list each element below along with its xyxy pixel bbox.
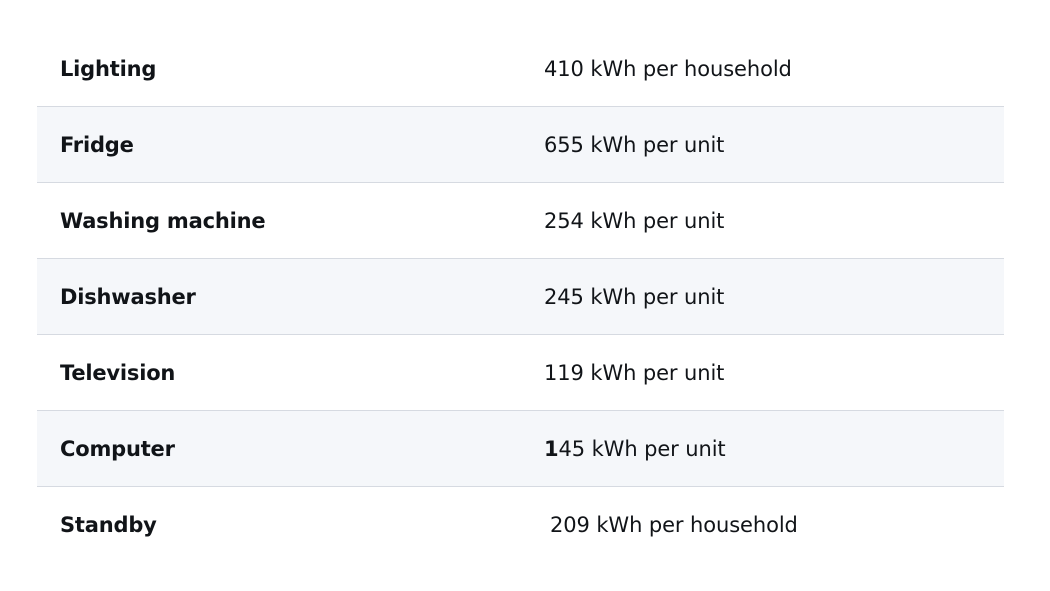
row-label-television: Television [60,360,176,385]
row-label-computer: Computer [60,436,175,461]
row-value-standby: 209 kWh per household [550,512,798,537]
table-row: Computer 145 kWh per unit [37,411,1004,487]
row-value-computer-bold-digit: 1 [544,436,559,461]
row-value-fridge: 655 kWh per unit [544,132,725,157]
row-value-television: 119 kWh per unit [544,360,725,385]
row-value-washing-machine: 254 kWh per unit [544,208,725,233]
table-row: Fridge 655 kWh per unit [37,107,1004,183]
table-row: Television 119 kWh per unit [37,335,1004,411]
table-row: Lighting 410 kWh per household [37,31,1004,107]
row-label-fridge: Fridge [60,132,134,157]
table-row: Dishwasher 245 kWh per unit [37,259,1004,335]
row-label-lighting: Lighting [60,56,157,81]
row-value-dishwasher: 245 kWh per unit [544,284,725,309]
row-label-dishwasher: Dishwasher [60,284,196,309]
table-row: Washing machine 254 kWh per unit [37,183,1004,259]
table-row: Standby 209 kWh per household [37,487,1004,562]
row-label-standby: Standby [60,512,157,537]
row-label-washing-machine: Washing machine [60,208,266,233]
energy-consumption-table: Lighting 410 kWh per household Fridge 65… [37,31,1004,562]
row-value-lighting: 410 kWh per household [544,56,792,81]
row-value-computer-rest: 45 kWh per unit [558,436,726,461]
row-value-computer: 145 kWh per unit [521,437,1004,461]
